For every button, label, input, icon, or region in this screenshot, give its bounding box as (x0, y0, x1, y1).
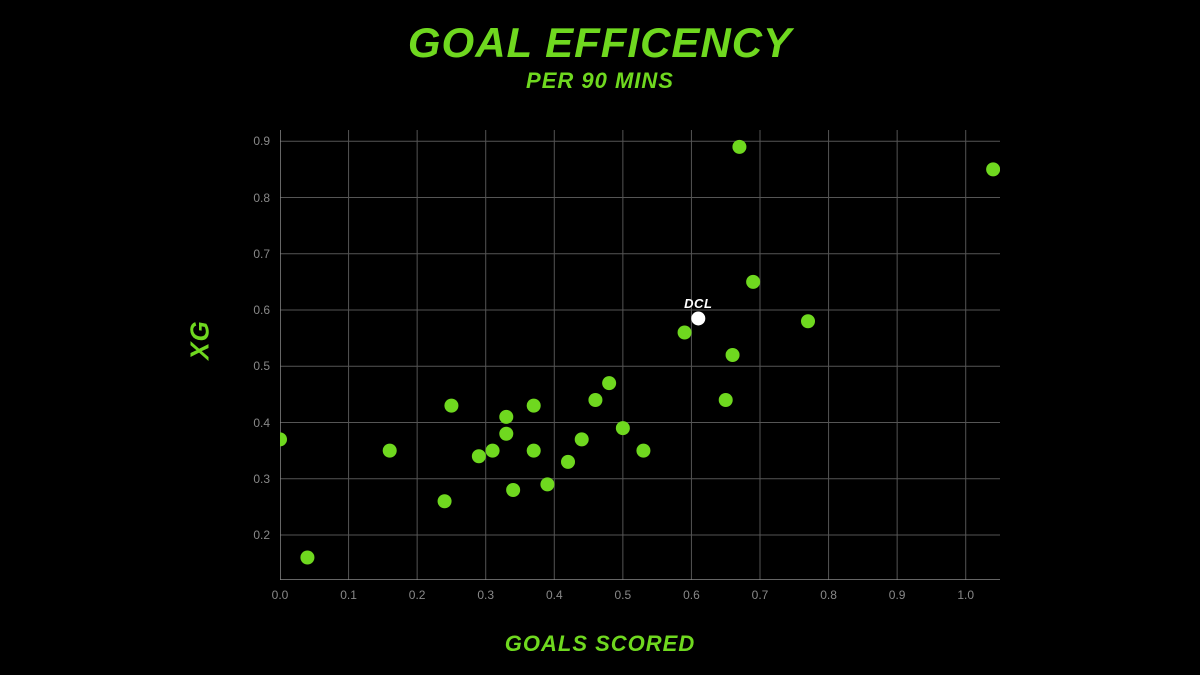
highlight-point (691, 311, 705, 325)
x-tick-label: 0.6 (683, 588, 700, 602)
x-tick-label: 0.8 (820, 588, 837, 602)
y-axis-label: XG (185, 320, 216, 360)
x-tick-label: 1.0 (957, 588, 974, 602)
data-point (300, 551, 314, 565)
data-point (472, 449, 486, 463)
x-tick-label: 0.0 (272, 588, 289, 602)
data-point (486, 444, 500, 458)
data-point (527, 399, 541, 413)
data-point (801, 314, 815, 328)
data-point (726, 348, 740, 362)
data-point (527, 444, 541, 458)
x-tick-label: 0.5 (615, 588, 632, 602)
data-point (746, 275, 760, 289)
data-point (588, 393, 602, 407)
x-tick-label: 0.1 (340, 588, 357, 602)
data-point (506, 483, 520, 497)
data-point (678, 326, 692, 340)
data-point (616, 421, 630, 435)
data-point (719, 393, 733, 407)
data-point (602, 376, 616, 390)
x-tick-label: 0.4 (546, 588, 563, 602)
data-point (561, 455, 575, 469)
y-tick-label: 0.5 (253, 359, 270, 373)
data-point (986, 162, 1000, 176)
data-point (280, 432, 287, 446)
data-point (383, 444, 397, 458)
y-tick-label: 0.8 (253, 191, 270, 205)
data-point (438, 494, 452, 508)
x-axis-label: GOALS SCORED (0, 631, 1200, 657)
title-block: GOAL EFFICENCY PER 90 MINS (0, 22, 1200, 94)
data-point (499, 410, 513, 424)
chart-title: GOAL EFFICENCY (0, 22, 1200, 64)
x-tick-label: 0.2 (409, 588, 426, 602)
data-point (732, 140, 746, 154)
y-tick-label: 0.6 (253, 303, 270, 317)
y-tick-label: 0.7 (253, 247, 270, 261)
plot-svg (280, 130, 1000, 580)
x-tick-label: 0.3 (477, 588, 494, 602)
data-point (540, 477, 554, 491)
x-tick-label: 0.9 (889, 588, 906, 602)
data-point (499, 427, 513, 441)
data-point (444, 399, 458, 413)
y-tick-label: 0.2 (253, 528, 270, 542)
x-tick-label: 0.7 (752, 588, 769, 602)
data-point (575, 432, 589, 446)
y-tick-label: 0.4 (253, 416, 270, 430)
scatter-plot (280, 130, 1000, 580)
data-point (636, 444, 650, 458)
chart-subtitle: PER 90 MINS (0, 68, 1200, 94)
highlight-point-label: DCL (684, 296, 712, 311)
y-tick-label: 0.9 (253, 134, 270, 148)
y-tick-label: 0.3 (253, 472, 270, 486)
